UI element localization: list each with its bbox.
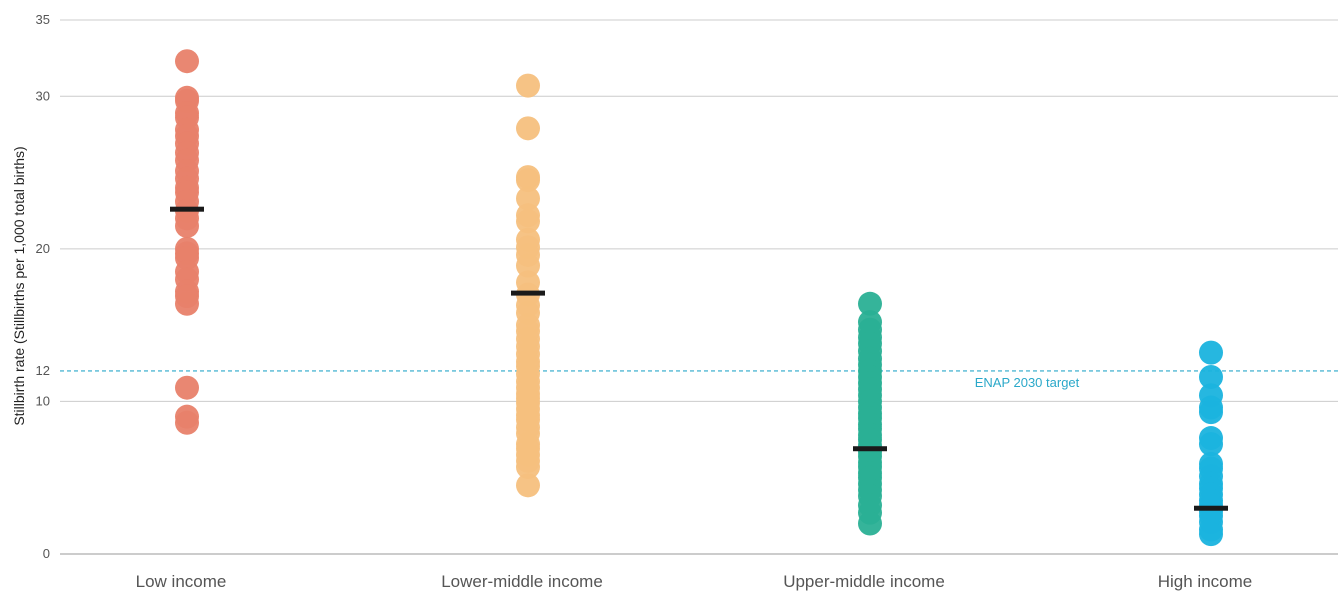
data-points: [175, 49, 1223, 547]
data-point: [858, 291, 882, 316]
data-point: [1199, 365, 1223, 390]
data-point: [1199, 400, 1223, 425]
data-point: [1199, 522, 1223, 547]
data-point: [175, 291, 199, 316]
y-axis-title: Stillbirth rate (Stillbirths per 1,000 t…: [11, 146, 27, 425]
gridlines: [60, 19, 1338, 555]
data-point: [516, 116, 540, 141]
data-point: [516, 186, 540, 211]
data-point: [516, 473, 540, 498]
category-label: High income: [1158, 572, 1253, 591]
data-point: [516, 209, 540, 234]
data-point: [1199, 432, 1223, 457]
median-markers: [170, 206, 1228, 511]
category-label: Lower-middle income: [441, 572, 603, 591]
category-label: Low income: [136, 572, 227, 591]
median-marker: [853, 446, 887, 452]
y-tick-label: 10: [36, 393, 50, 408]
data-point: [516, 168, 540, 193]
median-marker: [1194, 505, 1228, 511]
data-point: [858, 511, 882, 536]
y-tick-label: 12: [36, 363, 50, 378]
data-point: [1199, 340, 1223, 365]
y-tick-label: 20: [36, 241, 50, 256]
x-axis-categories: Low income Lower-middle income Upper-middl…: [136, 572, 1253, 591]
category-label: Upper-middle income: [783, 572, 945, 591]
data-point: [175, 410, 199, 435]
data-point: [516, 455, 540, 480]
median-marker: [511, 290, 545, 296]
median-marker: [170, 206, 204, 212]
data-point: [516, 253, 540, 278]
y-tick-label: 0: [43, 546, 50, 561]
y-axis-ticks: 0 10 12 20 30 35: [36, 12, 50, 561]
y-tick-label: 30: [36, 88, 50, 103]
target-line-group: ENAP 2030 target: [60, 370, 1338, 390]
y-tick-label: 35: [36, 12, 50, 27]
data-point: [175, 213, 199, 238]
data-point: [175, 375, 199, 400]
data-point: [516, 73, 540, 98]
data-point: [175, 49, 199, 74]
target-line-label: ENAP 2030 target: [975, 375, 1080, 390]
